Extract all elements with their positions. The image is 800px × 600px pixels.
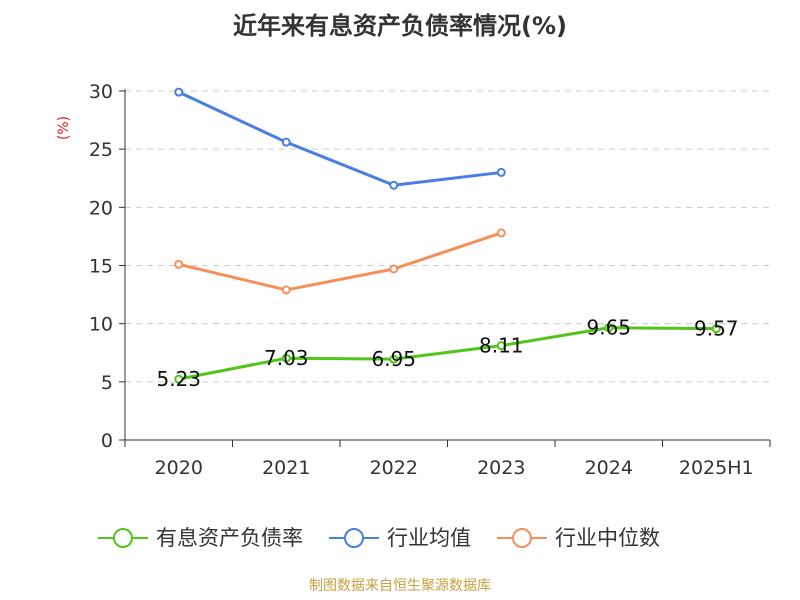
series-line — [178, 90, 502, 187]
series-point — [281, 137, 291, 147]
series-line — [178, 326, 717, 381]
data-label: 8.11 — [479, 334, 524, 358]
series-point — [604, 323, 614, 333]
legend-label: 行业中位数 — [555, 526, 660, 550]
axes: 0 5 10 15 20 25 30 2020 2021 2022 2023 2024 2025H1 — [89, 81, 771, 479]
data-label: 6.95 — [371, 347, 416, 371]
series-0 — [174, 323, 721, 384]
legend-label: 行业均值 — [387, 526, 471, 550]
data-label: 9.57 — [694, 317, 739, 341]
y-tick-label: 20 — [89, 197, 113, 219]
y-axis-label: (%) — [56, 116, 72, 140]
y-tick-label: 30 — [89, 81, 113, 103]
series-point — [281, 353, 291, 363]
grid-lines — [125, 90, 770, 383]
x-tick-label-2022: 2022 — [370, 457, 418, 479]
legend-marker — [512, 528, 532, 548]
y-tick-label: 0 — [101, 430, 113, 452]
y-tick-label: 15 — [89, 256, 113, 278]
data-labels: 5.23 7.03 6.95 8.11 9.65 9.57 — [156, 316, 738, 391]
legend-item-1: 行业均值 — [329, 526, 471, 550]
series-point — [174, 259, 184, 269]
series-line — [178, 231, 502, 292]
x-tick-label-2023: 2023 — [477, 457, 525, 479]
series-layer — [174, 87, 721, 384]
legend-marker — [113, 528, 133, 548]
legend-label: 有息资产负债率 — [156, 526, 303, 550]
series-point — [281, 285, 291, 295]
x-tick-label-2024: 2024 — [585, 457, 633, 479]
legend-item-0: 有息资产负债率 — [98, 526, 303, 550]
x-tick-label-2020: 2020 — [155, 457, 203, 479]
data-label: 7.03 — [264, 346, 309, 370]
y-tick-label: 25 — [89, 139, 113, 161]
series-2 — [174, 228, 506, 295]
legend: 有息资产负债率 行业均值 行业中位数 — [98, 526, 660, 550]
series-point — [389, 354, 399, 364]
legend-item-2: 行业中位数 — [497, 526, 660, 550]
x-tick-label-2025H1: 2025H1 — [679, 457, 754, 479]
y-tick-label: 10 — [89, 314, 113, 336]
series-point — [174, 374, 184, 384]
series-point — [496, 228, 506, 238]
source-footer: 制图数据来自恒生聚源数据库 — [309, 578, 491, 594]
series-point — [496, 167, 506, 177]
legend-marker — [344, 528, 364, 548]
series-point — [389, 180, 399, 190]
series-point — [496, 341, 506, 351]
data-label: 9.65 — [586, 316, 631, 340]
series-point — [711, 324, 721, 334]
data-label: 5.23 — [156, 367, 201, 391]
x-tick-label-2021: 2021 — [262, 457, 310, 479]
series-point — [174, 87, 184, 97]
series-point — [389, 264, 399, 274]
chart-title: 近年来有息资产负债率情况(%) — [233, 12, 567, 40]
series-1 — [174, 87, 506, 190]
y-tick-label: 5 — [101, 372, 113, 394]
